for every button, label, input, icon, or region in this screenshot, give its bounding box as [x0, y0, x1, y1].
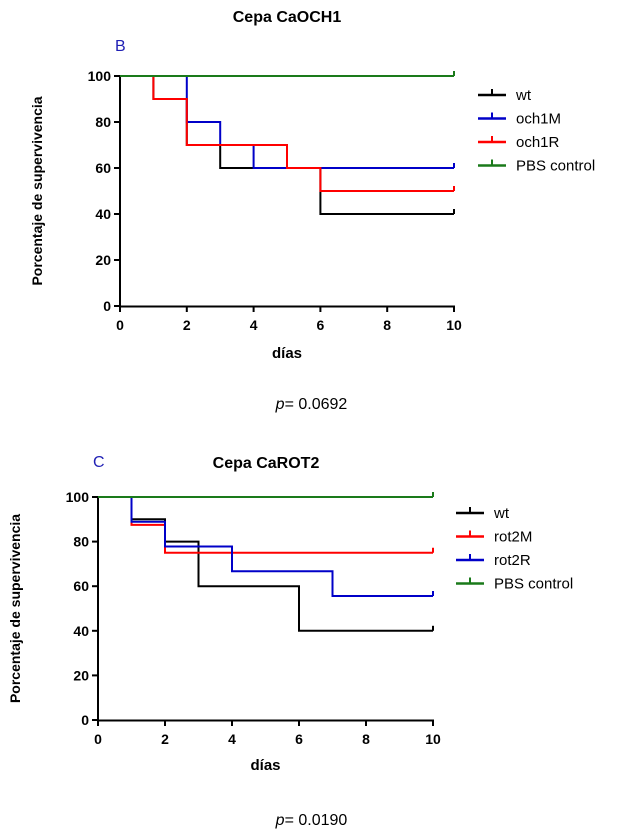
panel-letter: C [93, 454, 105, 471]
y-tick-label: 80 [95, 114, 111, 130]
y-tick-label: 20 [73, 667, 89, 683]
legend-item: och1M [478, 111, 561, 128]
och1m-series-line [120, 75, 454, 169]
x-tick-label: 0 [94, 731, 102, 747]
legend-item: PBS control [478, 158, 595, 175]
p-value-1-label: p [275, 396, 285, 413]
x-tick-label: 8 [362, 731, 370, 747]
y-axis-label: Porcentaje de supervivencia [29, 96, 45, 285]
och1r-series-line [120, 75, 454, 192]
legend-item: wt [478, 87, 532, 104]
y-tick-label: 40 [73, 623, 89, 639]
wt-series-line [98, 496, 433, 632]
y-tick-label: 20 [95, 252, 111, 268]
p-value-1: p= 0.0692 [0, 396, 623, 414]
panel-letter: B [115, 38, 126, 55]
p-value-2-label: p [275, 812, 285, 829]
x-tick-label: 2 [183, 317, 191, 333]
legend-item: och1R [478, 134, 560, 151]
x-tick-label: 6 [295, 731, 303, 747]
x-tick-label: 8 [383, 317, 391, 333]
chart-title: Cepa CaROT2 [213, 455, 320, 472]
x-axis-label: días [250, 757, 280, 774]
y-tick-label: 100 [66, 489, 90, 505]
y-tick-label: 0 [103, 298, 111, 314]
x-tick-label: 0 [116, 317, 124, 333]
x-tick-label: 10 [446, 317, 462, 333]
x-tick-label: 2 [161, 731, 169, 747]
legend-label: wt [515, 87, 532, 104]
p-value-1-text: = 0.0692 [284, 396, 348, 413]
legend-item: rot2M [456, 529, 532, 546]
p-value-2-text: = 0.0190 [284, 812, 348, 829]
p-value-2: p= 0.0190 [0, 812, 623, 830]
y-tick-label: 100 [88, 68, 112, 84]
chart-title: Cepa CaOCH1 [233, 9, 342, 26]
legend-label: PBS control [516, 158, 595, 175]
y-tick-label: 60 [73, 578, 89, 594]
legend-label: rot2R [494, 552, 531, 569]
legend-item: wt [456, 505, 510, 522]
rot2m-series-line [98, 496, 433, 554]
y-tick-label: 80 [73, 534, 89, 550]
rot2r-series-line [98, 496, 433, 598]
x-tick-label: 4 [250, 317, 258, 333]
y-axis-label: Porcentaje de supervivencia [7, 514, 23, 703]
legend-label: och1M [516, 111, 561, 128]
y-tick-label: 0 [81, 712, 89, 728]
y-tick-label: 40 [95, 206, 111, 222]
legend-label: rot2M [494, 529, 532, 546]
x-tick-label: 10 [425, 731, 441, 747]
legend-item: PBS control [456, 576, 573, 593]
x-axis-label: días [272, 345, 302, 362]
x-tick-label: 6 [317, 317, 325, 333]
legend-item: rot2R [456, 552, 531, 569]
x-tick-label: 4 [228, 731, 236, 747]
y-tick-label: 60 [95, 160, 111, 176]
legend-label: PBS control [494, 576, 573, 593]
legend-label: och1R [516, 134, 560, 151]
legend-label: wt [493, 505, 510, 522]
